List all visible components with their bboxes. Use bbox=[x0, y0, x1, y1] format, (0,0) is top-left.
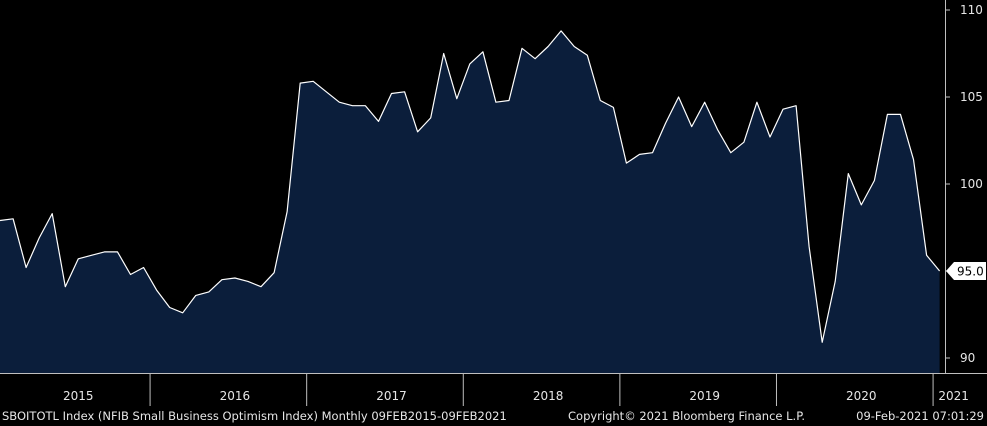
x-tick-label: 2020 bbox=[846, 389, 877, 403]
x-tick-label: 2015 bbox=[63, 389, 94, 403]
last-value-marker bbox=[946, 262, 986, 280]
x-tick-label: 2021 bbox=[938, 389, 969, 403]
y-tick-label: 100 bbox=[960, 177, 983, 191]
chart: 909510010511095.020152016201720182019202… bbox=[0, 0, 987, 406]
series-area-fill bbox=[0, 30, 940, 374]
footer-security-description: SBOITOTL Index (NFIB Small Business Opti… bbox=[2, 409, 507, 423]
footer-copyright: Copyright© 2021 Bloomberg Finance L.P. bbox=[568, 409, 805, 423]
series-line bbox=[0, 30, 941, 343]
axes: 909510010511095.020152016201720182019202… bbox=[0, 0, 987, 406]
x-tick-label: 2018 bbox=[533, 389, 564, 403]
y-tick-label: 105 bbox=[960, 90, 983, 104]
y-tick-label: 90 bbox=[960, 351, 975, 365]
x-tick-label: 2019 bbox=[689, 389, 720, 403]
last-value-label: 95.0 bbox=[957, 265, 984, 279]
footer-timestamp: 09-Feb-2021 07:01:29 bbox=[856, 409, 984, 423]
x-tick-label: 2016 bbox=[220, 389, 251, 403]
footer: SBOITOTL Index (NFIB Small Business Opti… bbox=[0, 406, 987, 426]
plot-area bbox=[0, 30, 941, 374]
y-tick-label: 110 bbox=[960, 3, 983, 17]
x-tick-label: 2017 bbox=[376, 389, 407, 403]
